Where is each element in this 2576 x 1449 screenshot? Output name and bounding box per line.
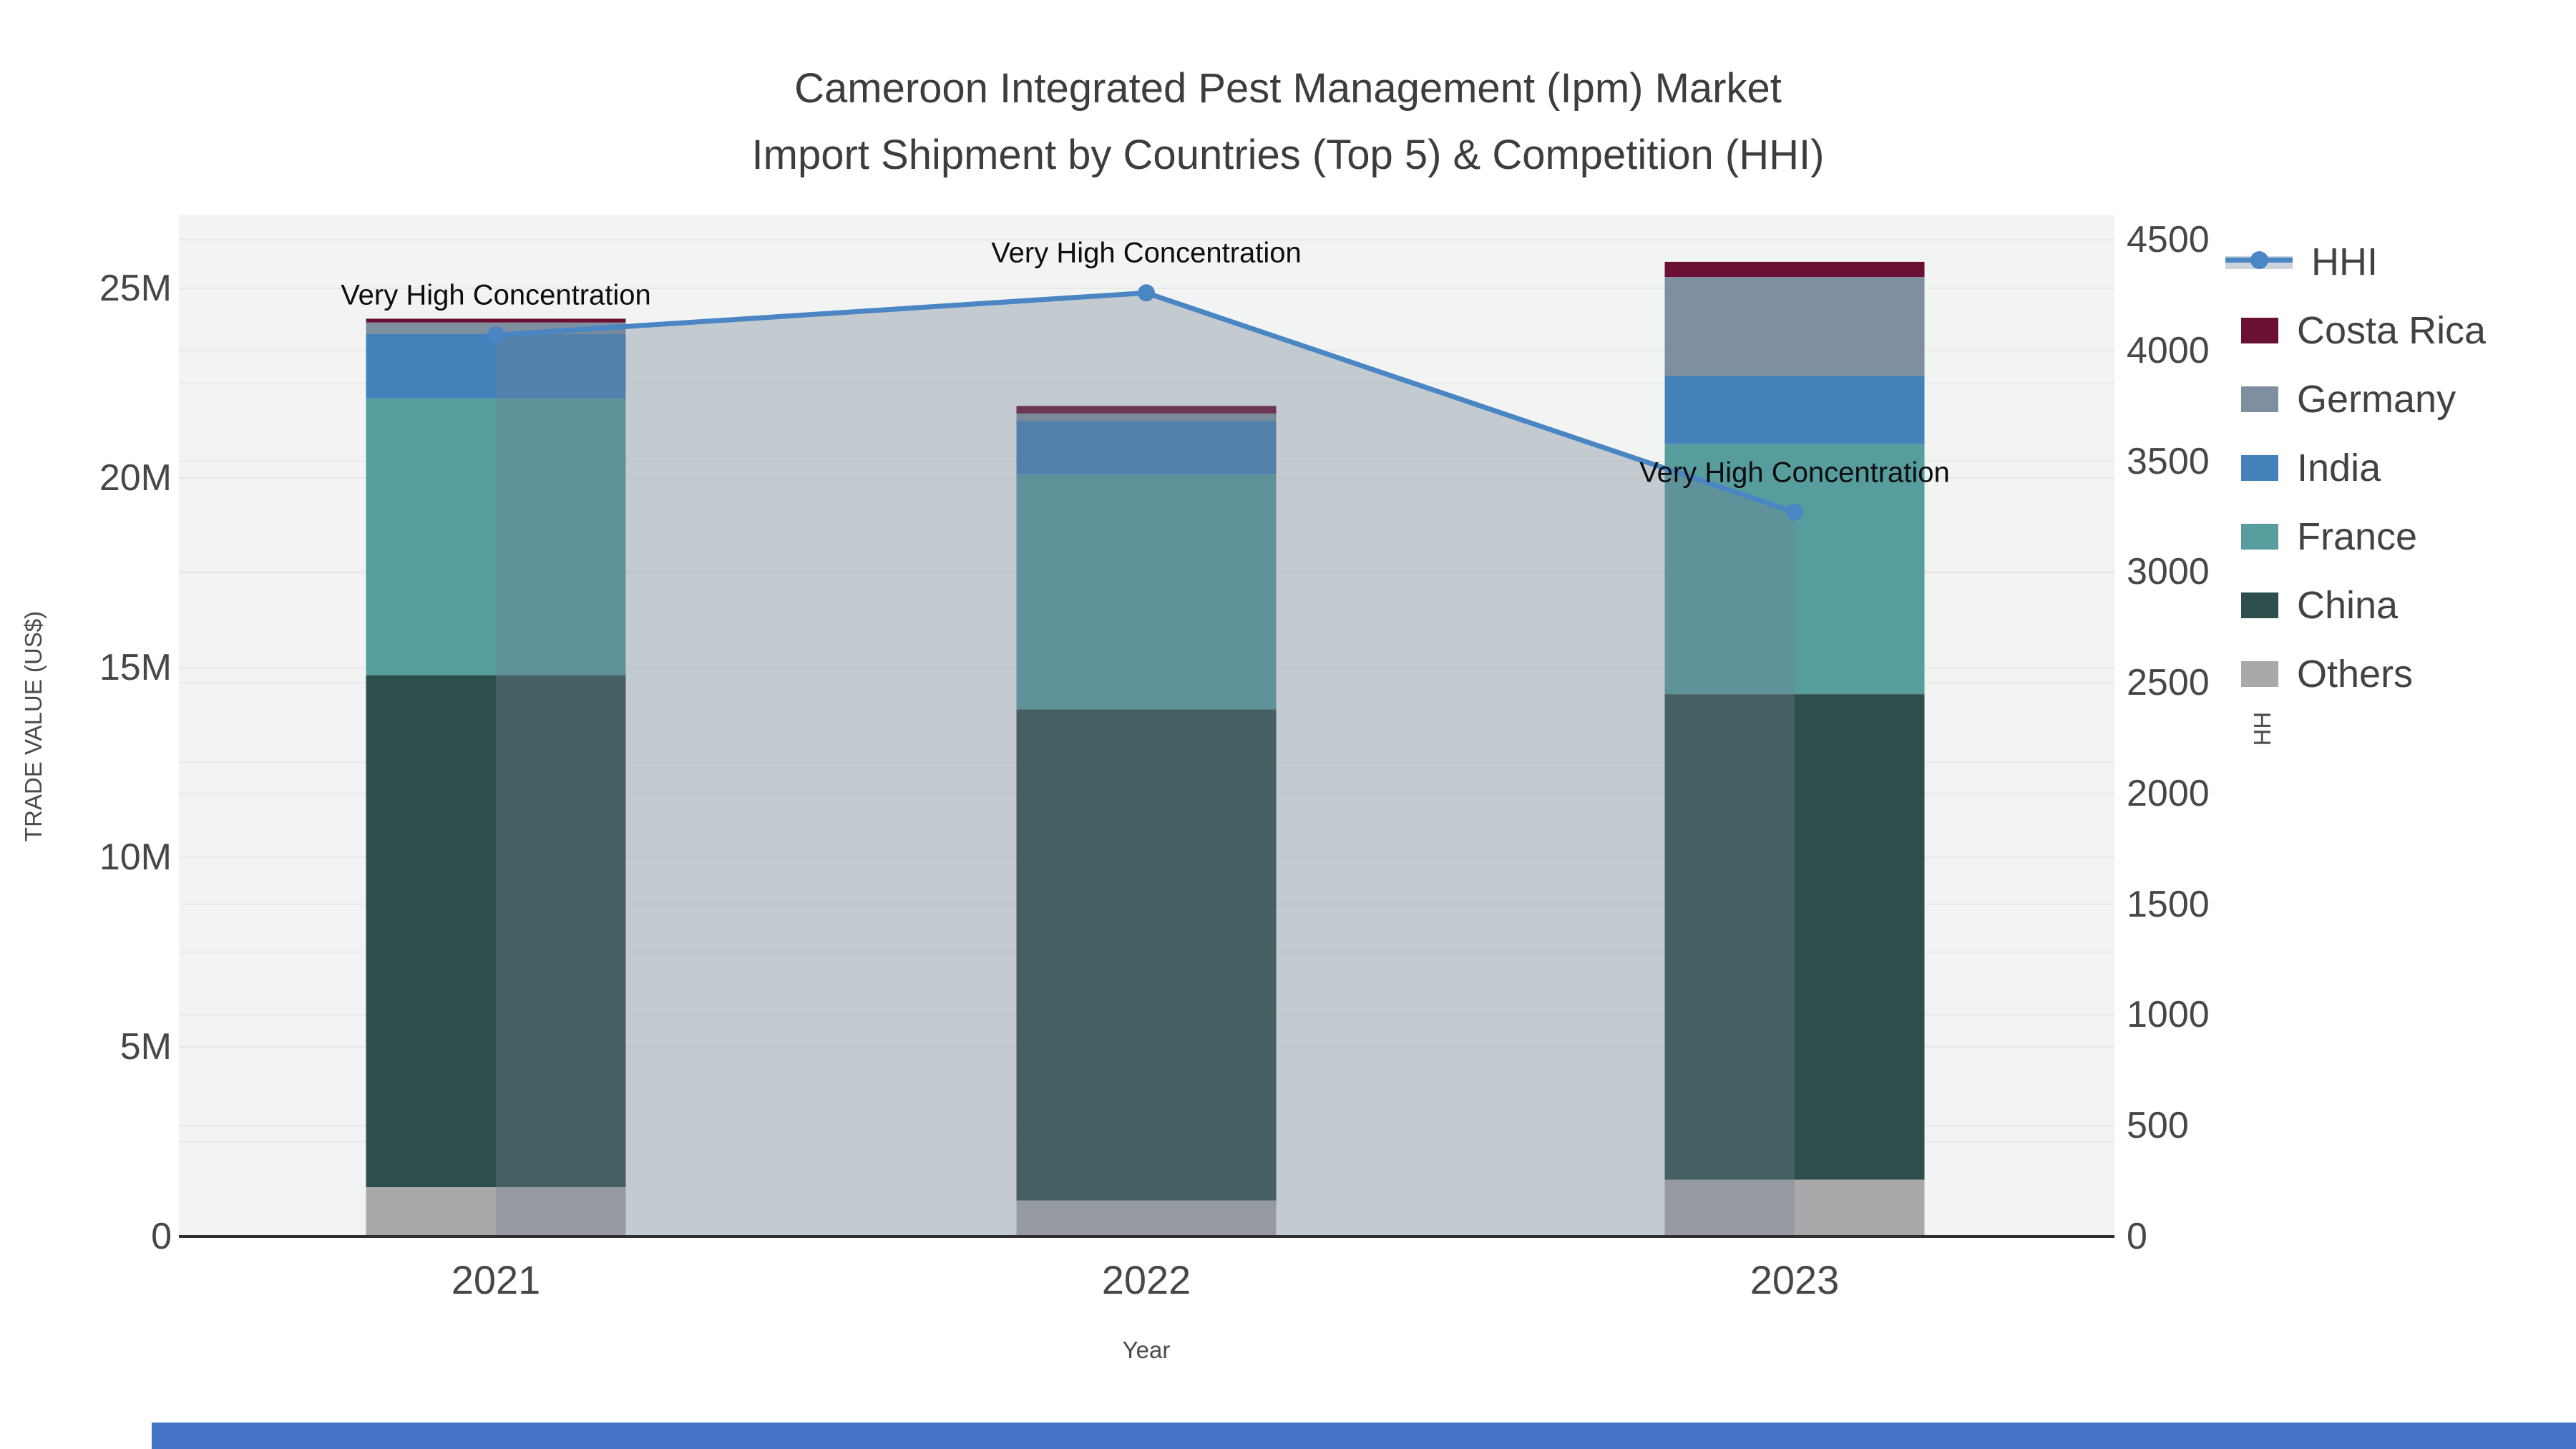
bar-segment-costa-rica-2022[interactable] bbox=[1016, 406, 1277, 414]
legend: HHI Costa Rica Germany India France China Othe… bbox=[2214, 226, 2557, 710]
y-right-tick-1000: 1000 bbox=[2127, 994, 2210, 1036]
legend-label: India bbox=[2297, 447, 2381, 489]
y-right-tick-0: 0 bbox=[2127, 1216, 2147, 1257]
legend-label: HHI bbox=[2311, 240, 2378, 283]
hhi-legend-dot bbox=[2250, 251, 2268, 269]
bar-segment-costa-rica-2021[interactable] bbox=[366, 318, 626, 323]
y-right-axis-title: HHI bbox=[2249, 705, 2275, 746]
y-left-axis-title: TRADE VALUE (US$) bbox=[20, 610, 47, 842]
legend-label: Costa Rica bbox=[2297, 309, 2487, 352]
hhi-marker-2022[interactable] bbox=[1138, 284, 1155, 302]
bar-segment-others-2022[interactable] bbox=[1016, 1200, 1277, 1236]
legend-swatch-costa-rica bbox=[2241, 318, 2278, 343]
bar-segment-china-2022[interactable] bbox=[1016, 709, 1277, 1201]
bar-segment-germany-2023[interactable] bbox=[1664, 277, 1925, 376]
y-right-tick-3500: 3500 bbox=[2127, 440, 2210, 482]
y-right-tick-1500: 1500 bbox=[2127, 883, 2210, 925]
bar-segment-france-2021[interactable] bbox=[366, 398, 626, 675]
legend-item-others[interactable]: Others bbox=[2214, 640, 2557, 708]
legend-item-france[interactable]: France bbox=[2214, 502, 2557, 571]
bar-segment-others-2023[interactable] bbox=[1664, 1179, 1925, 1237]
x-tick-2022: 2022 bbox=[1101, 1257, 1191, 1302]
y-right-tick-2500: 2500 bbox=[2127, 662, 2210, 704]
bottom-bar bbox=[152, 1423, 2576, 1449]
hhi-marker-2021[interactable] bbox=[487, 326, 504, 344]
y-left-tick-20M: 20M bbox=[99, 457, 172, 499]
bar-segment-others-2021[interactable] bbox=[366, 1187, 626, 1236]
chart-title-line2: Import Shipment by Countries (Top 5) & C… bbox=[751, 131, 1825, 178]
bar-segment-germany-2022[interactable] bbox=[1016, 413, 1277, 421]
y-right-tick-2000: 2000 bbox=[2127, 772, 2210, 814]
legend-swatch-france bbox=[2241, 524, 2278, 550]
legend-swatch-others bbox=[2241, 661, 2278, 687]
legend-swatch-china bbox=[2241, 592, 2278, 618]
y-left-tick-25M: 25M bbox=[99, 268, 172, 309]
legend-label: China bbox=[2297, 584, 2399, 627]
hhi-fill-area bbox=[496, 293, 1795, 1236]
y-right-tick-3000: 3000 bbox=[2127, 551, 2210, 593]
chart-title: Cameroon Integrated Pest Management (Ipm… bbox=[0, 56, 2576, 189]
bar-segment-france-2023[interactable] bbox=[1664, 444, 1925, 695]
y-left-tick-0: 0 bbox=[151, 1216, 172, 1257]
legend-swatch-india bbox=[2241, 455, 2278, 481]
hhi-legend-sample-icon bbox=[2225, 248, 2293, 276]
legend-item-germany[interactable]: Germany bbox=[2214, 365, 2557, 434]
bar-segment-costa-rica-2023[interactable] bbox=[1664, 261, 1925, 278]
x-tick-2023: 2023 bbox=[1750, 1257, 1840, 1302]
bar-segment-india-2022[interactable] bbox=[1016, 421, 1277, 474]
legend-item-hhi[interactable]: HHI bbox=[2214, 228, 2557, 296]
bar-segment-india-2023[interactable] bbox=[1664, 375, 1925, 444]
legend-item-china[interactable]: China bbox=[2214, 571, 2557, 640]
y-left-tick-15M: 15M bbox=[99, 647, 172, 688]
bar-segment-france-2022[interactable] bbox=[1016, 474, 1277, 710]
legend-swatch-germany bbox=[2241, 386, 2278, 412]
y-right-tick-500: 500 bbox=[2127, 1105, 2189, 1147]
annotation-2021: Very High Concentration bbox=[341, 279, 651, 311]
y-left-tick-5M: 5M bbox=[119, 1026, 172, 1068]
hhi-marker-2023[interactable] bbox=[1786, 503, 1803, 521]
y-right-tick-4000: 4000 bbox=[2127, 329, 2210, 371]
bar-segment-china-2023[interactable] bbox=[1664, 694, 1925, 1180]
annotation-2022: Very High Concentration bbox=[991, 237, 1302, 269]
legend-item-india[interactable]: India bbox=[2214, 434, 2557, 502]
x-axis-title: Year bbox=[1122, 1337, 1171, 1363]
legend-item-costa-rica[interactable]: Costa Rica bbox=[2214, 296, 2557, 365]
chart-title-line1: Cameroon Integrated Pest Management (Ipm… bbox=[794, 65, 1782, 112]
legend-label: France bbox=[2297, 515, 2418, 558]
annotation-2023: Very High Concentration bbox=[1639, 457, 1950, 489]
bar-segment-india-2021[interactable] bbox=[366, 333, 626, 399]
y-left-tick-10M: 10M bbox=[99, 836, 172, 878]
bar-segment-china-2021[interactable] bbox=[366, 675, 626, 1188]
legend-label: Others bbox=[2297, 653, 2414, 696]
x-tick-2021: 2021 bbox=[451, 1257, 541, 1302]
y-right-tick-4500: 4500 bbox=[2127, 219, 2210, 260]
legend-label: Germany bbox=[2297, 378, 2457, 421]
